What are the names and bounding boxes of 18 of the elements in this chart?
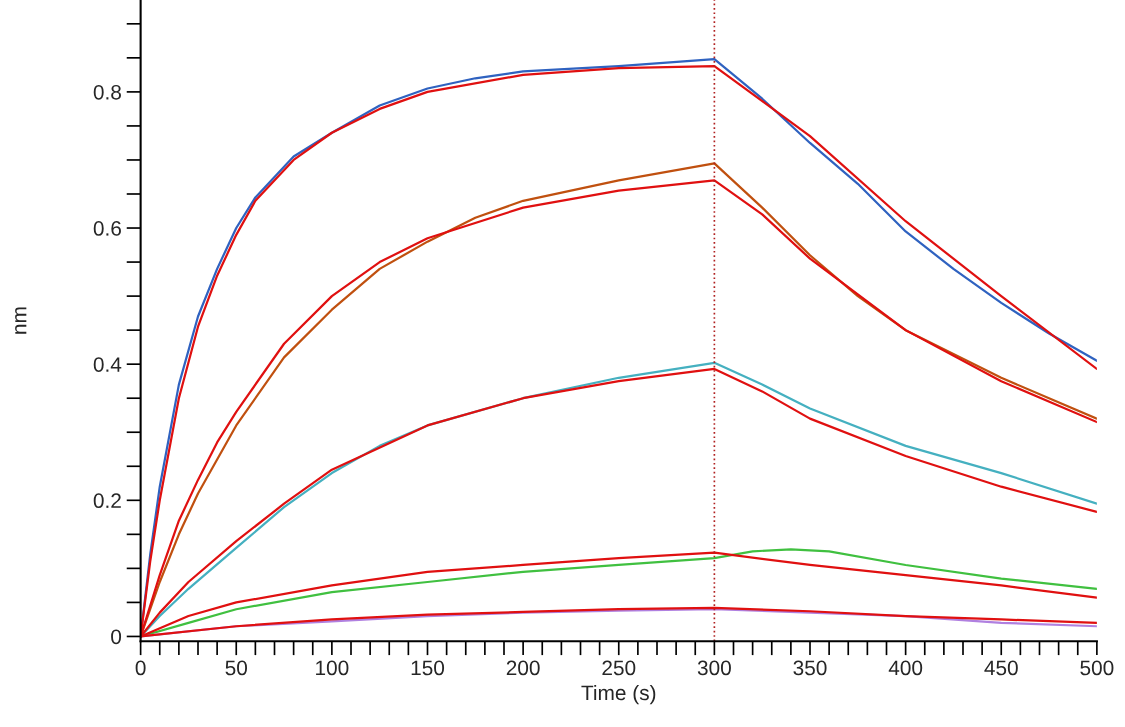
y-axis-title: nm [15, 307, 27, 334]
x-axis-title: Time (s) [581, 684, 656, 705]
x-tick-label: 50 [225, 660, 248, 676]
y-tick-label: 0.2 [93, 493, 121, 509]
x-tick-label: 300 [697, 660, 731, 676]
x-tick-label: 0 [135, 660, 146, 676]
y-tick-label: 0.4 [93, 357, 122, 372]
x-tick-label: 200 [506, 660, 540, 676]
x-tick-label: 150 [411, 660, 445, 676]
x-tick-label: 500 [1080, 660, 1114, 676]
x-tick-label: 100 [316, 660, 349, 676]
x-tick-label: 450 [984, 660, 1018, 676]
x-tick-label: 350 [793, 660, 827, 676]
y-tick-label: 0.8 [93, 84, 121, 100]
y-tick-label: 0 [111, 629, 122, 645]
y-tick-label: 0.6 [93, 221, 121, 236]
x-tick-label: 250 [602, 660, 636, 676]
x-tick-label: 400 [888, 660, 923, 676]
